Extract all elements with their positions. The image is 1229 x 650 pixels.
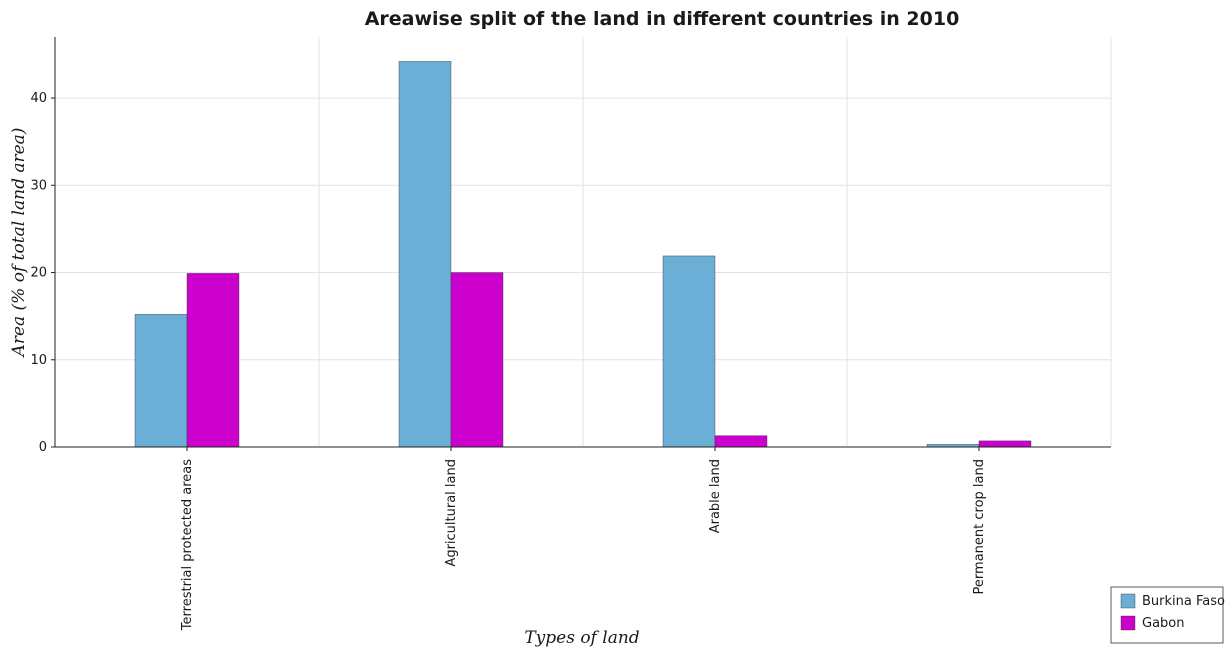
x-tick-label: Permanent crop land bbox=[972, 459, 987, 594]
y-tick-label: 20 bbox=[30, 266, 47, 281]
bar-burkina-faso-1 bbox=[398, 61, 452, 448]
x-tick-label: Terrestrial protected areas bbox=[180, 459, 195, 631]
bar-gabon-0 bbox=[186, 273, 240, 448]
x-axis-label: Types of land bbox=[524, 628, 639, 648]
y-axis-label: Area (% of total land area) bbox=[9, 128, 29, 359]
chart-title: Areawise split of the land in different … bbox=[365, 8, 960, 30]
y-tick-label: 0 bbox=[39, 440, 47, 455]
bar-gabon-3 bbox=[978, 440, 1032, 448]
bar-burkina-faso-0 bbox=[134, 314, 188, 448]
legend-label: Gabon bbox=[1142, 616, 1185, 631]
y-tick-label: 40 bbox=[30, 91, 47, 106]
legend-label: Burkina Faso bbox=[1142, 594, 1225, 609]
x-tick-labels: Terrestrial protected areas Agricultural … bbox=[180, 459, 987, 631]
x-tick-label: Agricultural land bbox=[444, 459, 459, 567]
y-tick-labels: 0 10 20 30 40 bbox=[30, 91, 47, 455]
bar-burkina-faso-2 bbox=[662, 255, 716, 448]
bar-gabon-1 bbox=[450, 272, 504, 448]
bar-gabon-2 bbox=[714, 435, 768, 448]
legend-swatch bbox=[1120, 615, 1136, 631]
legend: Burkina Faso Gabon bbox=[1110, 586, 1225, 644]
y-tick-label: 10 bbox=[30, 353, 47, 368]
y-tick-label: 30 bbox=[30, 178, 47, 193]
legend-swatch bbox=[1120, 593, 1136, 609]
x-tick-label: Arable land bbox=[708, 459, 723, 533]
axes bbox=[51, 37, 1111, 451]
